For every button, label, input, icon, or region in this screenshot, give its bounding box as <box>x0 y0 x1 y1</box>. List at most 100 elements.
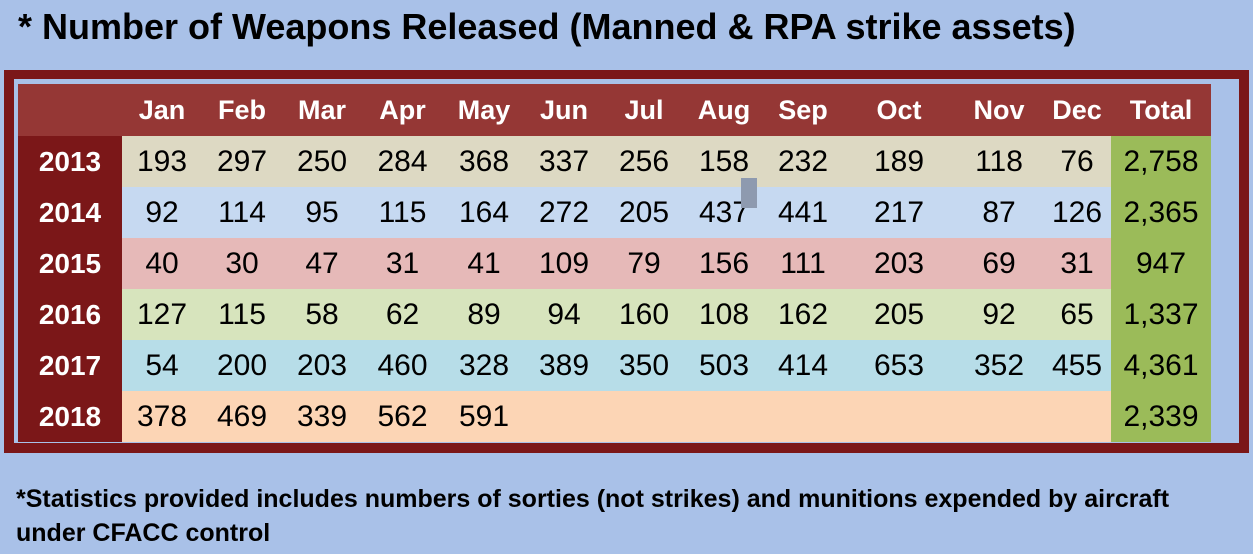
header-cell: Sep <box>763 84 843 136</box>
value-cell: 62 <box>362 289 443 340</box>
total-cell: 2,339 <box>1111 391 1211 442</box>
value-cell: 126 <box>1043 187 1111 238</box>
page-title: * Number of Weapons Released (Manned & R… <box>18 6 1076 47</box>
value-cell: 378 <box>122 391 202 442</box>
weapons-table: Jan Feb Mar Apr May Jun Jul Aug Sep Oct … <box>18 84 1211 442</box>
value-cell: 352 <box>955 340 1043 391</box>
value-cell: 503 <box>685 340 763 391</box>
header-cell: Oct <box>843 84 955 136</box>
value-cell: 562 <box>362 391 443 442</box>
text-cursor-highlight <box>741 178 757 208</box>
value-cell: 94 <box>525 289 603 340</box>
value-cell <box>603 391 685 442</box>
total-cell: 1,337 <box>1111 289 1211 340</box>
footnote: *Statistics provided includes numbers of… <box>16 485 1170 547</box>
header-cell: Dec <box>1043 84 1111 136</box>
header-cell: Mar <box>282 84 362 136</box>
value-cell: 189 <box>843 136 955 187</box>
value-cell: 54 <box>122 340 202 391</box>
value-cell: 389 <box>525 340 603 391</box>
value-cell: 337 <box>525 136 603 187</box>
value-cell: 205 <box>843 289 955 340</box>
table-body: 2013 193 297 250 284 368 337 256 158 232 189 118 76 2… <box>18 136 1211 442</box>
value-cell: 350 <box>603 340 685 391</box>
header-cell: Feb <box>202 84 282 136</box>
value-cell: 69 <box>955 238 1043 289</box>
value-cell: 591 <box>443 391 525 442</box>
total-cell: 2,365 <box>1111 187 1211 238</box>
value-cell <box>763 391 843 442</box>
table-frame: Jan Feb Mar Apr May Jun Jul Aug Sep Oct … <box>4 70 1249 453</box>
value-cell: 272 <box>525 187 603 238</box>
value-cell: 250 <box>282 136 362 187</box>
value-cell: 437 <box>685 187 763 238</box>
table-row: 2013 193 297 250 284 368 337 256 158 232 189 118 76 2… <box>18 136 1211 187</box>
year-cell: 2017 <box>18 340 122 391</box>
header-cell: May <box>443 84 525 136</box>
total-cell: 947 <box>1111 238 1211 289</box>
value-cell: 653 <box>843 340 955 391</box>
value-cell: 118 <box>955 136 1043 187</box>
value-cell: 109 <box>525 238 603 289</box>
total-cell: 2,758 <box>1111 136 1211 187</box>
value-cell <box>843 391 955 442</box>
value-cell: 41 <box>443 238 525 289</box>
value-cell <box>525 391 603 442</box>
table-row: 2015 40 30 47 31 41 109 79 156 111 203 69 31 947 <box>18 238 1211 289</box>
value-cell: 58 <box>282 289 362 340</box>
value-cell: 469 <box>202 391 282 442</box>
value-cell: 47 <box>282 238 362 289</box>
table-row: 2014 92 114 95 115 164 272 205 437 441 217 87 126 2,3… <box>18 187 1211 238</box>
value-cell: 87 <box>955 187 1043 238</box>
value-cell: 31 <box>362 238 443 289</box>
year-cell: 2014 <box>18 187 122 238</box>
value-cell: 79 <box>603 238 685 289</box>
year-cell: 2018 <box>18 391 122 442</box>
value-cell: 460 <box>362 340 443 391</box>
value-cell: 89 <box>443 289 525 340</box>
value-cell: 368 <box>443 136 525 187</box>
value-cell <box>955 391 1043 442</box>
table-row: 2018 378 469 339 562 591 2,339 <box>18 391 1211 442</box>
value-cell: 284 <box>362 136 443 187</box>
year-cell: 2013 <box>18 136 122 187</box>
value-cell: 256 <box>603 136 685 187</box>
value-cell: 203 <box>282 340 362 391</box>
value-cell: 297 <box>202 136 282 187</box>
value-cell: 114 <box>202 187 282 238</box>
value-cell: 160 <box>603 289 685 340</box>
header-cell-total: Total <box>1111 84 1211 136</box>
value-cell: 40 <box>122 238 202 289</box>
header-cell: Aug <box>685 84 763 136</box>
value-cell: 31 <box>1043 238 1111 289</box>
value-cell: 115 <box>202 289 282 340</box>
value-cell: 111 <box>763 238 843 289</box>
value-cell: 164 <box>443 187 525 238</box>
year-cell: 2016 <box>18 289 122 340</box>
header-cell: Jul <box>603 84 685 136</box>
value-cell: 162 <box>763 289 843 340</box>
value-cell: 205 <box>603 187 685 238</box>
value-cell: 158 <box>685 136 763 187</box>
header-cell <box>18 84 122 136</box>
table-row: 2016 127 115 58 62 89 94 160 108 162 205 92 65 1,337 <box>18 289 1211 340</box>
value-cell: 441 <box>763 187 843 238</box>
value-cell: 92 <box>955 289 1043 340</box>
table-row: 2017 54 200 203 460 328 389 350 503 414 653 352 455 4… <box>18 340 1211 391</box>
value-cell <box>1043 391 1111 442</box>
header-cell: Jun <box>525 84 603 136</box>
header-cell: Nov <box>955 84 1043 136</box>
value-cell: 115 <box>362 187 443 238</box>
value-cell: 193 <box>122 136 202 187</box>
value-cell: 203 <box>843 238 955 289</box>
year-cell: 2015 <box>18 238 122 289</box>
value-cell: 76 <box>1043 136 1111 187</box>
value-cell: 95 <box>282 187 362 238</box>
total-cell: 4,361 <box>1111 340 1211 391</box>
value-cell: 232 <box>763 136 843 187</box>
value-cell: 92 <box>122 187 202 238</box>
table-header: Jan Feb Mar Apr May Jun Jul Aug Sep Oct … <box>18 84 1211 136</box>
value-cell: 127 <box>122 289 202 340</box>
header-cell: Apr <box>362 84 443 136</box>
value-cell: 156 <box>685 238 763 289</box>
